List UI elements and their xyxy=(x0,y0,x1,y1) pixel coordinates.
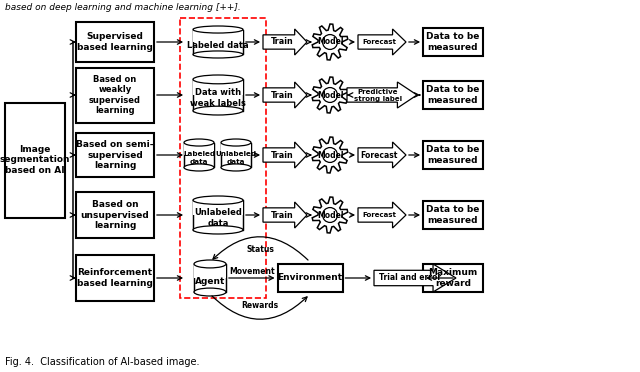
Text: Data with
weak labels: Data with weak labels xyxy=(190,88,246,108)
Polygon shape xyxy=(263,142,307,168)
Bar xyxy=(423,141,483,169)
Circle shape xyxy=(323,148,337,163)
Bar xyxy=(423,264,483,292)
Text: Environment: Environment xyxy=(277,273,342,282)
Bar xyxy=(278,264,342,292)
Text: Movement: Movement xyxy=(229,267,275,276)
Ellipse shape xyxy=(193,196,243,204)
Text: Model: Model xyxy=(317,90,343,99)
Text: Labeled
data: Labeled data xyxy=(183,151,215,164)
Bar xyxy=(193,79,243,110)
Text: Image
segmentation
based on AI: Image segmentation based on AI xyxy=(0,145,70,175)
Text: Labeled data: Labeled data xyxy=(187,41,249,49)
Polygon shape xyxy=(358,202,406,228)
Text: based on deep learning and machine learning [++].: based on deep learning and machine learn… xyxy=(5,3,241,13)
Text: Model: Model xyxy=(317,211,343,219)
Polygon shape xyxy=(374,264,456,292)
Ellipse shape xyxy=(194,288,226,296)
Text: Train: Train xyxy=(271,151,294,160)
Bar xyxy=(221,142,251,167)
Text: Forecast: Forecast xyxy=(360,151,398,160)
Bar xyxy=(423,201,483,229)
Bar xyxy=(76,67,154,122)
Text: Fig. 4.  Classification of AI-based image.: Fig. 4. Classification of AI-based image… xyxy=(5,357,200,367)
Text: Train: Train xyxy=(271,211,294,219)
Text: Train: Train xyxy=(271,90,294,99)
Ellipse shape xyxy=(193,51,243,58)
Text: Model: Model xyxy=(317,38,343,46)
Polygon shape xyxy=(263,202,307,228)
Bar xyxy=(76,255,154,301)
Ellipse shape xyxy=(193,26,243,33)
Ellipse shape xyxy=(221,164,251,171)
Ellipse shape xyxy=(194,260,226,268)
Polygon shape xyxy=(358,142,406,168)
Bar xyxy=(423,28,483,56)
Bar xyxy=(76,192,154,238)
Ellipse shape xyxy=(184,139,214,146)
Bar xyxy=(5,103,65,218)
Bar xyxy=(193,200,243,215)
Ellipse shape xyxy=(221,139,251,146)
Polygon shape xyxy=(263,29,307,55)
Text: Agent: Agent xyxy=(195,276,225,285)
Polygon shape xyxy=(263,82,307,108)
Text: Unlabeled
data: Unlabeled data xyxy=(194,208,242,228)
Bar xyxy=(184,142,214,155)
Bar xyxy=(194,264,226,278)
Text: Model: Model xyxy=(317,151,343,160)
Polygon shape xyxy=(347,82,417,108)
Polygon shape xyxy=(312,197,348,233)
Text: Train: Train xyxy=(271,38,294,46)
Ellipse shape xyxy=(184,164,214,171)
Text: Trial and error: Trial and error xyxy=(379,273,441,282)
Bar xyxy=(221,142,251,155)
Text: Based on
weakly
supervised
learning: Based on weakly supervised learning xyxy=(89,75,141,115)
Ellipse shape xyxy=(193,106,243,115)
Text: Maximum
reward: Maximum reward xyxy=(428,268,477,288)
Bar xyxy=(76,133,154,177)
Text: Data to be
measured: Data to be measured xyxy=(426,32,480,52)
Circle shape xyxy=(323,208,337,222)
Polygon shape xyxy=(312,137,348,173)
Polygon shape xyxy=(312,77,348,113)
Bar xyxy=(76,22,154,62)
Circle shape xyxy=(323,35,337,49)
Text: Rewards: Rewards xyxy=(241,301,278,311)
Polygon shape xyxy=(358,29,406,55)
Text: Based on
unsupervised
learning: Based on unsupervised learning xyxy=(81,200,149,230)
Text: Status: Status xyxy=(246,246,274,254)
Bar xyxy=(423,81,483,109)
Bar xyxy=(180,18,266,298)
Text: Based on semi-
supervised
learning: Based on semi- supervised learning xyxy=(76,140,154,170)
Bar xyxy=(184,142,214,167)
Text: Supervised
based learning: Supervised based learning xyxy=(77,32,153,52)
Text: Reinforcement
based learning: Reinforcement based learning xyxy=(77,268,153,288)
Circle shape xyxy=(323,87,337,102)
Text: Unlabeled
data: Unlabeled data xyxy=(216,151,257,164)
Bar xyxy=(193,29,243,54)
Bar xyxy=(193,29,243,42)
Ellipse shape xyxy=(193,75,243,84)
Ellipse shape xyxy=(193,226,243,234)
Bar xyxy=(193,79,243,95)
Text: Data to be
measured: Data to be measured xyxy=(426,145,480,165)
Polygon shape xyxy=(312,24,348,60)
Text: Data to be
measured: Data to be measured xyxy=(426,205,480,225)
Text: Data to be
measured: Data to be measured xyxy=(426,85,480,105)
Text: Predictive
strong label: Predictive strong label xyxy=(354,89,402,102)
Bar xyxy=(193,200,243,230)
Text: Forecast: Forecast xyxy=(362,212,396,218)
Text: Forecast: Forecast xyxy=(362,39,396,45)
Bar xyxy=(194,264,226,292)
